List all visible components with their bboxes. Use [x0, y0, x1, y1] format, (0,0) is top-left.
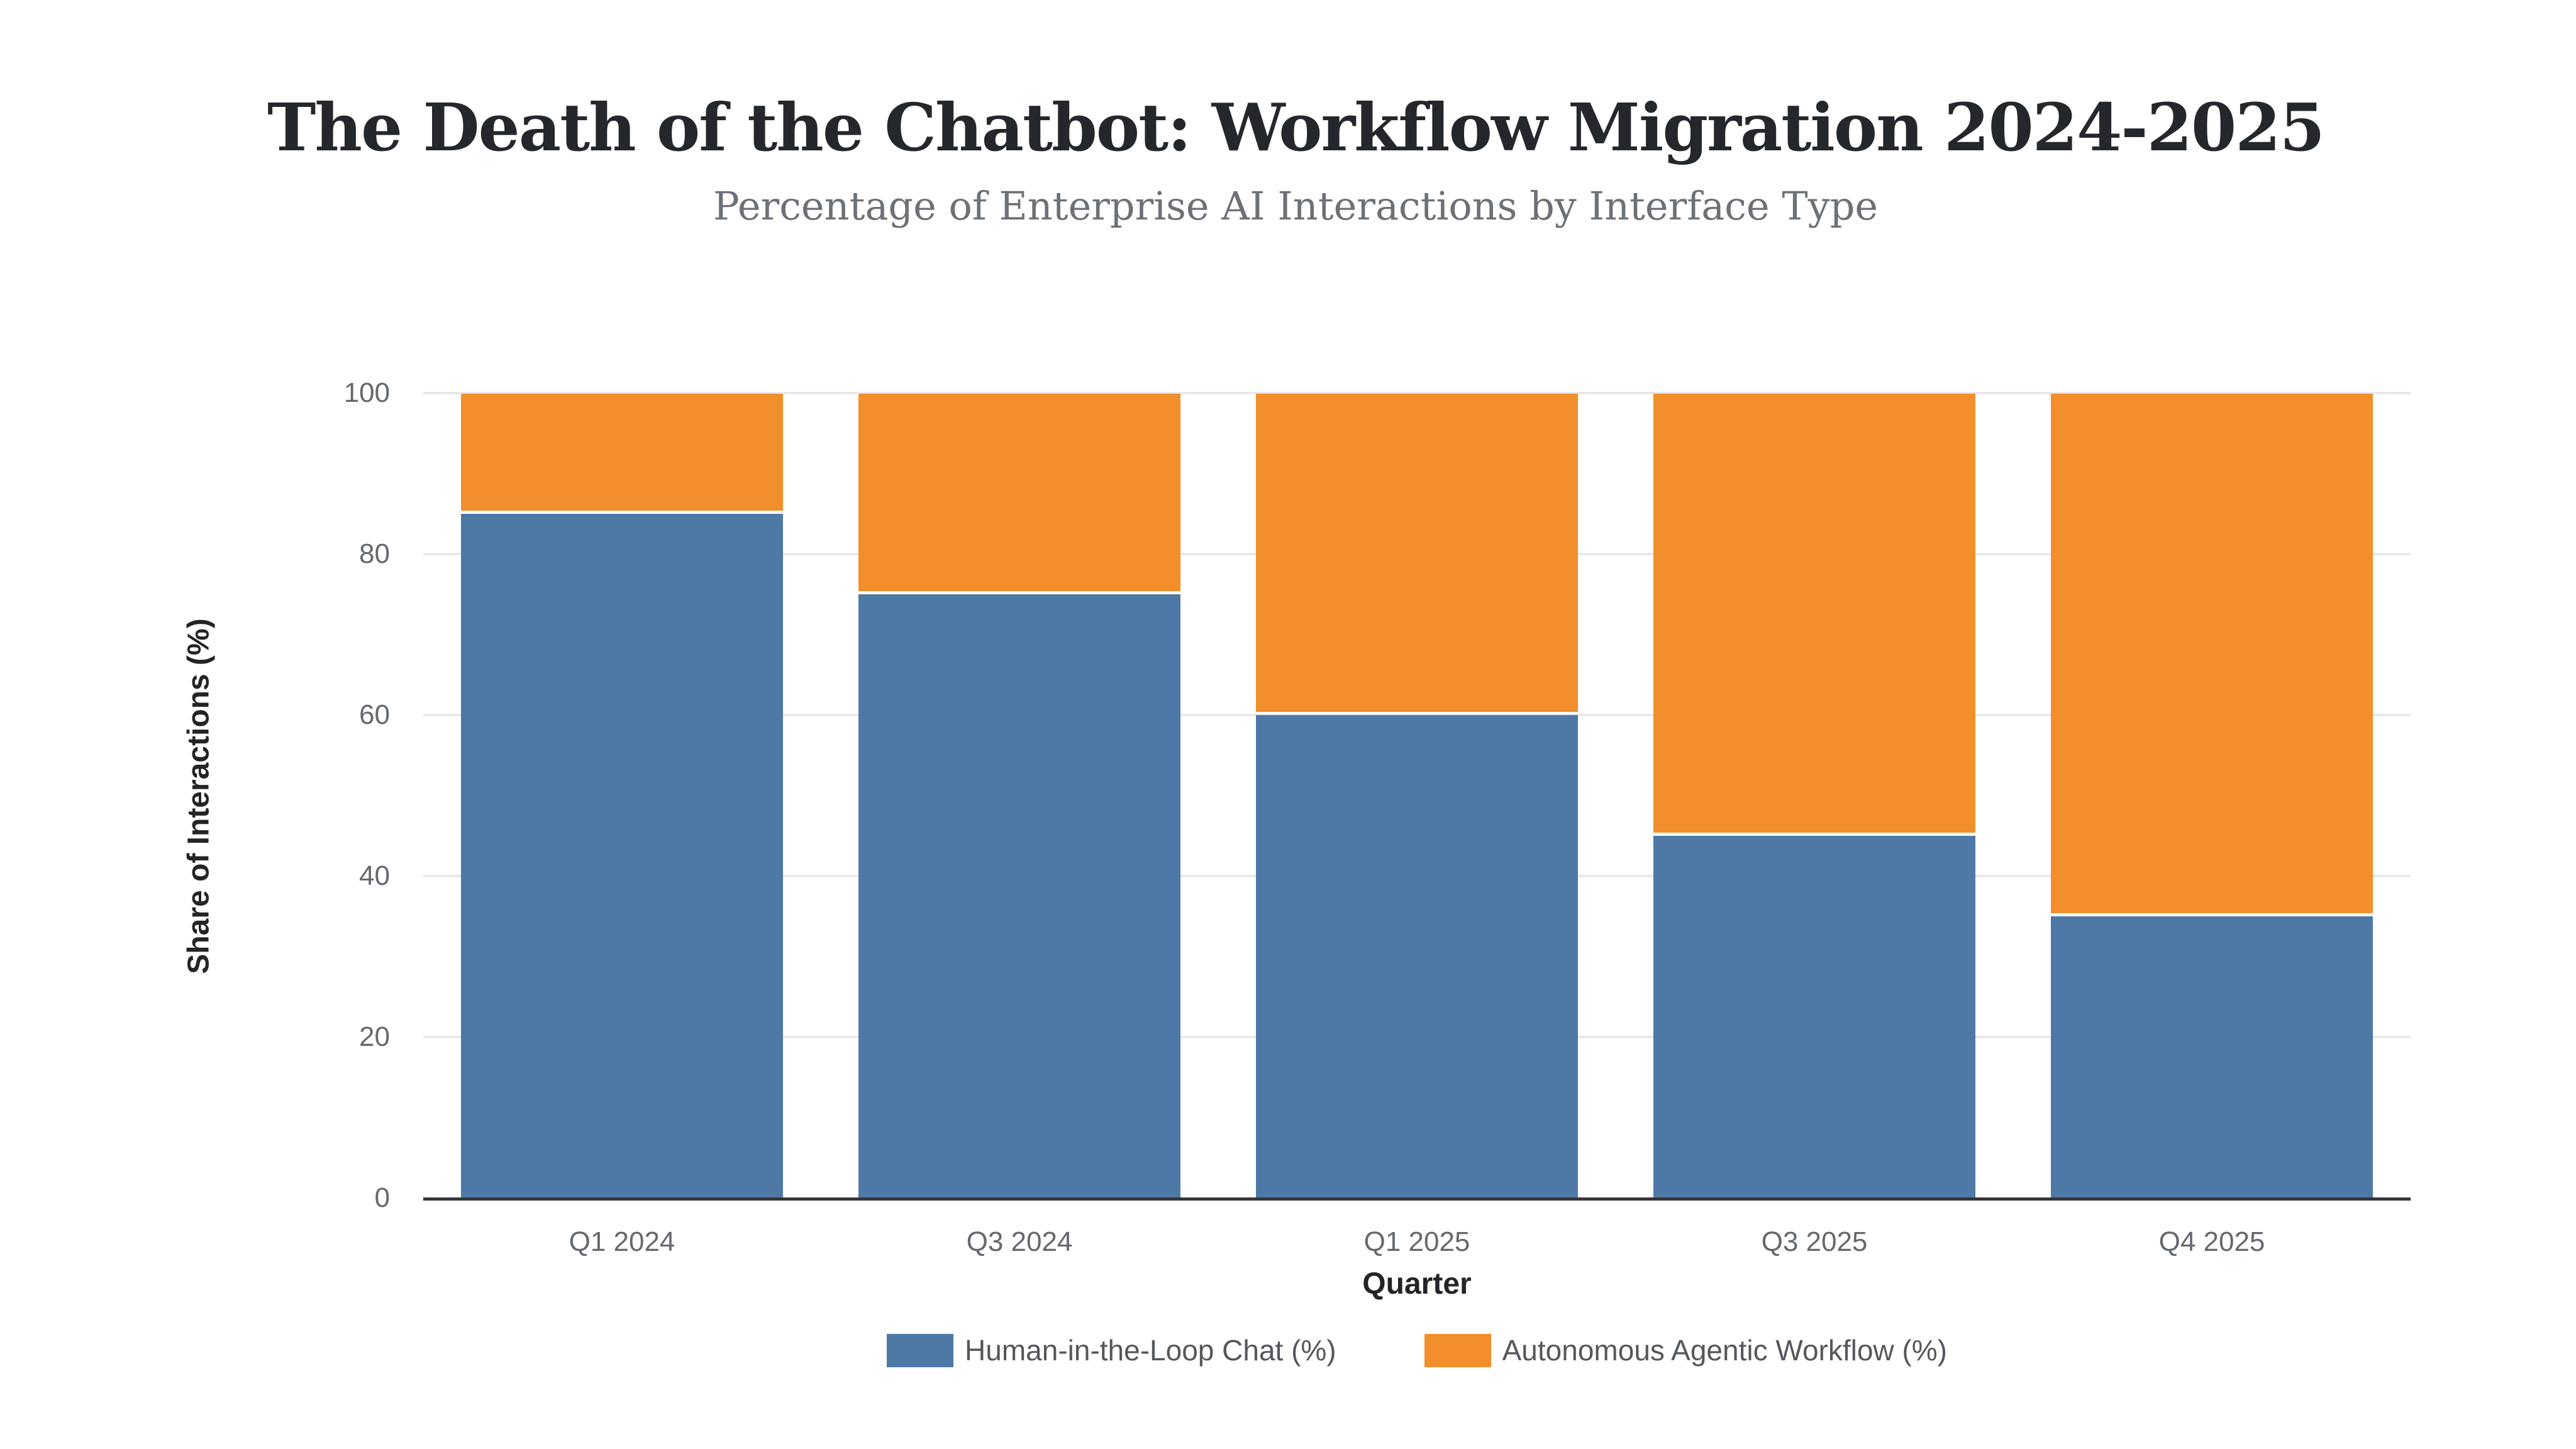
y-tick-label-80: 80: [359, 538, 390, 569]
x-tick-label-q4-2025: Q4 2025: [2158, 1226, 2265, 1257]
legend-swatch-orange: [1424, 1333, 1491, 1367]
bar-segment-autonomous-agentic-workflow-q3-2024: [858, 394, 1180, 591]
bar-q3-2025: [1653, 393, 1975, 1198]
x-tick-label-q1-2024: Q1 2024: [569, 1226, 675, 1257]
bar-q1-2024: [461, 393, 783, 1198]
y-tick-label-40: 40: [359, 860, 390, 891]
bar-segment-autonomous-agentic-workflow-q1-2024: [461, 394, 783, 511]
x-tick-label-q3-2025: Q3 2025: [1761, 1226, 1868, 1257]
legend: Human-in-the-Loop Chat (%) Autonomous Ag…: [423, 1333, 2411, 1367]
bar-q1-2025: [1256, 393, 1578, 1198]
bar-segment-autonomous-agentic-workflow-q1-2025: [1256, 394, 1578, 712]
x-axis-line: [423, 1197, 2411, 1201]
bar-segment-autonomous-agentic-workflow-q3-2025: [1653, 394, 1975, 833]
title-block: The Death of the Chatbot: Workflow Migra…: [0, 93, 2576, 229]
bar-segment-human-in-the-loop-chat-q3-2024: [858, 594, 1180, 1198]
bar-segment-human-in-the-loop-chat-q1-2025: [1256, 715, 1578, 1198]
legend-label: Autonomous Agentic Workflow (%): [1502, 1334, 1947, 1367]
x-tick-label-q1-2025: Q1 2025: [1363, 1226, 1470, 1257]
bar-q4-2025: [2051, 393, 2373, 1198]
y-tick-label-60: 60: [359, 699, 390, 730]
bar-segment-human-in-the-loop-chat-q1-2024: [461, 514, 783, 1198]
chart-title: The Death of the Chatbot: Workflow Migra…: [267, 89, 2325, 166]
gridline-100: [423, 392, 2411, 394]
bar-segment-autonomous-agentic-workflow-q4-2025: [2051, 394, 2373, 913]
legend-swatch-blue: [887, 1333, 954, 1367]
plot-area: [423, 392, 2411, 1198]
legend-item-autonomous-agentic-workflow[interactable]: Autonomous Agentic Workflow (%): [1424, 1333, 1947, 1367]
y-tick-label-0: 0: [374, 1182, 390, 1213]
bar-segment-human-in-the-loop-chat-q4-2025: [2051, 916, 2373, 1198]
y-axis-title: Share of Interactions (%): [182, 618, 216, 974]
chart-subtitle: Percentage of Enterprise AI Interactions…: [713, 183, 1879, 230]
x-tick-label-q3-2024: Q3 2024: [966, 1226, 1073, 1257]
legend-item-human-in-the-loop-chat[interactable]: Human-in-the-Loop Chat (%): [887, 1333, 1336, 1367]
x-axis-title: Quarter: [1362, 1267, 1472, 1301]
legend-label: Human-in-the-Loop Chat (%): [965, 1334, 1336, 1367]
y-tick-label-20: 20: [359, 1021, 390, 1052]
bar-q3-2024: [858, 393, 1180, 1198]
bar-segment-human-in-the-loop-chat-q3-2025: [1653, 836, 1975, 1198]
y-tick-label-100: 100: [343, 377, 390, 408]
